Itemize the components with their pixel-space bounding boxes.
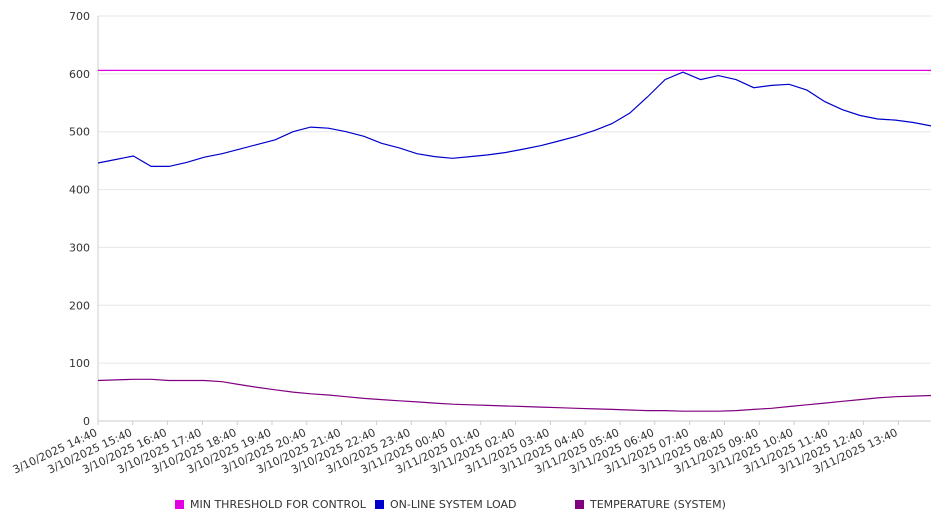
y-axis-tick-labels: 0 100 200 300 400 500 600 700: [69, 10, 90, 428]
axes: [97, 16, 931, 425]
y-tick-label: 100: [69, 357, 90, 370]
legend-label-min-threshold: MIN THRESHOLD FOR CONTROL: [190, 498, 366, 511]
legend-item-system-load: ON-LINE SYSTEM LOAD: [375, 498, 516, 511]
y-tick-label: 700: [69, 10, 90, 23]
legend-label-system-load: ON-LINE SYSTEM LOAD: [390, 498, 517, 511]
x-axis-tick-labels: 3/10/2025 14:403/10/2025 15:403/10/2025 …: [11, 426, 900, 476]
legend-swatch-temperature: [575, 500, 584, 509]
y-tick-label: 500: [69, 126, 90, 139]
legend-swatch-system-load: [375, 500, 384, 509]
temperature-line: [97, 378, 932, 412]
y-tick-label: 0: [83, 415, 90, 428]
legend-item-min-threshold: MIN THRESHOLD FOR CONTROL: [175, 498, 366, 511]
y-tick-label: 200: [69, 299, 90, 312]
y-tick-label: 400: [69, 184, 90, 197]
y-tick-label: 600: [69, 68, 90, 81]
y-tick-label: 300: [69, 241, 90, 254]
legend: MIN THRESHOLD FOR CONTROL ON-LINE SYSTEM…: [0, 498, 946, 518]
legend-swatch-min-threshold: [175, 500, 184, 509]
legend-item-temperature: TEMPERATURE (SYSTEM): [575, 498, 726, 511]
series-lines: [97, 69, 932, 412]
legend-label-temperature: TEMPERATURE (SYSTEM): [590, 498, 726, 511]
grid-lines: [98, 15, 931, 364]
system-load-line: [97, 71, 932, 167]
